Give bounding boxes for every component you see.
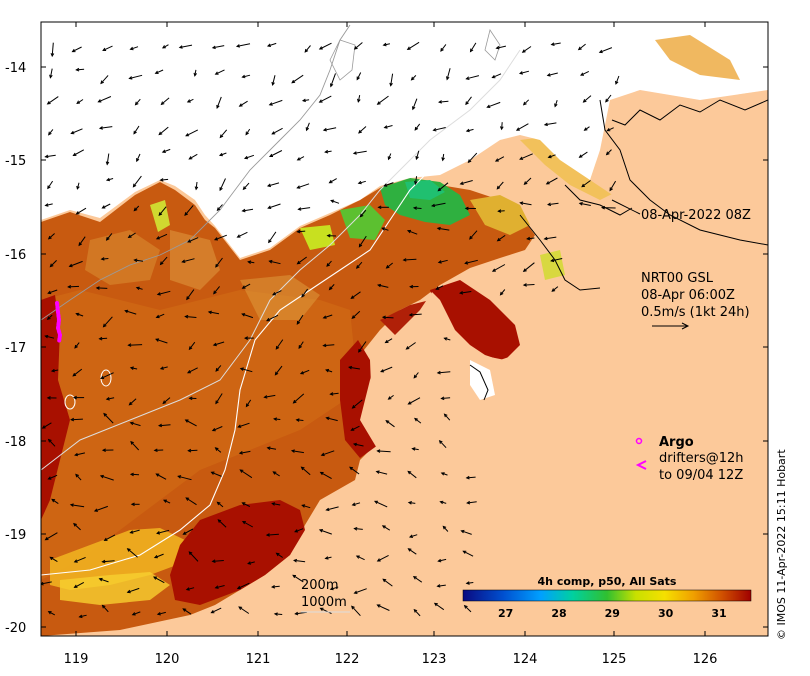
argo-label: Argo xyxy=(659,435,694,450)
y-tick-label: -20 xyxy=(5,621,26,636)
colorbar-title: 4h comp, p50, All Sats xyxy=(538,575,677,588)
x-tick-label: 122 xyxy=(335,652,360,667)
x-tick-label: 120 xyxy=(155,652,180,667)
y-tick-label: -19 xyxy=(5,528,26,543)
drifters-label: drifters@12h xyxy=(659,451,744,466)
y-tick-label: -16 xyxy=(5,248,26,263)
x-tick-label: 123 xyxy=(422,652,447,667)
currents-time-label: 08-Apr 06:00Z xyxy=(641,288,735,303)
y-tick-label: -18 xyxy=(5,435,26,450)
currents-source-label: NRT00 GSL xyxy=(641,271,714,286)
colorbar-tick-label: 28 xyxy=(551,607,566,620)
y-tick-label: -14 xyxy=(5,61,26,76)
x-tick-label: 119 xyxy=(64,652,89,667)
y-tick-label: -17 xyxy=(5,341,26,356)
currents-scale-label: 0.5m/s (1kt 24h) xyxy=(641,305,750,320)
drifters-period-label: to 09/04 12Z xyxy=(659,468,743,483)
current-arrow xyxy=(128,345,142,346)
contour-1000m-label: 1000m xyxy=(301,595,347,610)
y-tick-label: -15 xyxy=(5,154,26,169)
colorbar-tick-label: 29 xyxy=(605,607,620,620)
colorbar-gradient xyxy=(463,590,751,601)
colorbar-tick-label: 31 xyxy=(711,607,726,620)
x-tick-label: 121 xyxy=(246,652,271,667)
image-timestamp: 08-Apr-2022 08Z xyxy=(641,208,751,223)
colorbar-tick-label: 30 xyxy=(658,607,674,620)
x-tick-label: 124 xyxy=(513,652,538,667)
x-tick-label: 125 xyxy=(602,652,627,667)
x-tick-label: 126 xyxy=(693,652,718,667)
credit-text: © IMOS 11-Apr-2022 15:11 Hobart xyxy=(775,449,788,640)
colorbar-tick-label: 27 xyxy=(498,607,513,620)
contour-200m-label: 200m xyxy=(301,578,338,593)
